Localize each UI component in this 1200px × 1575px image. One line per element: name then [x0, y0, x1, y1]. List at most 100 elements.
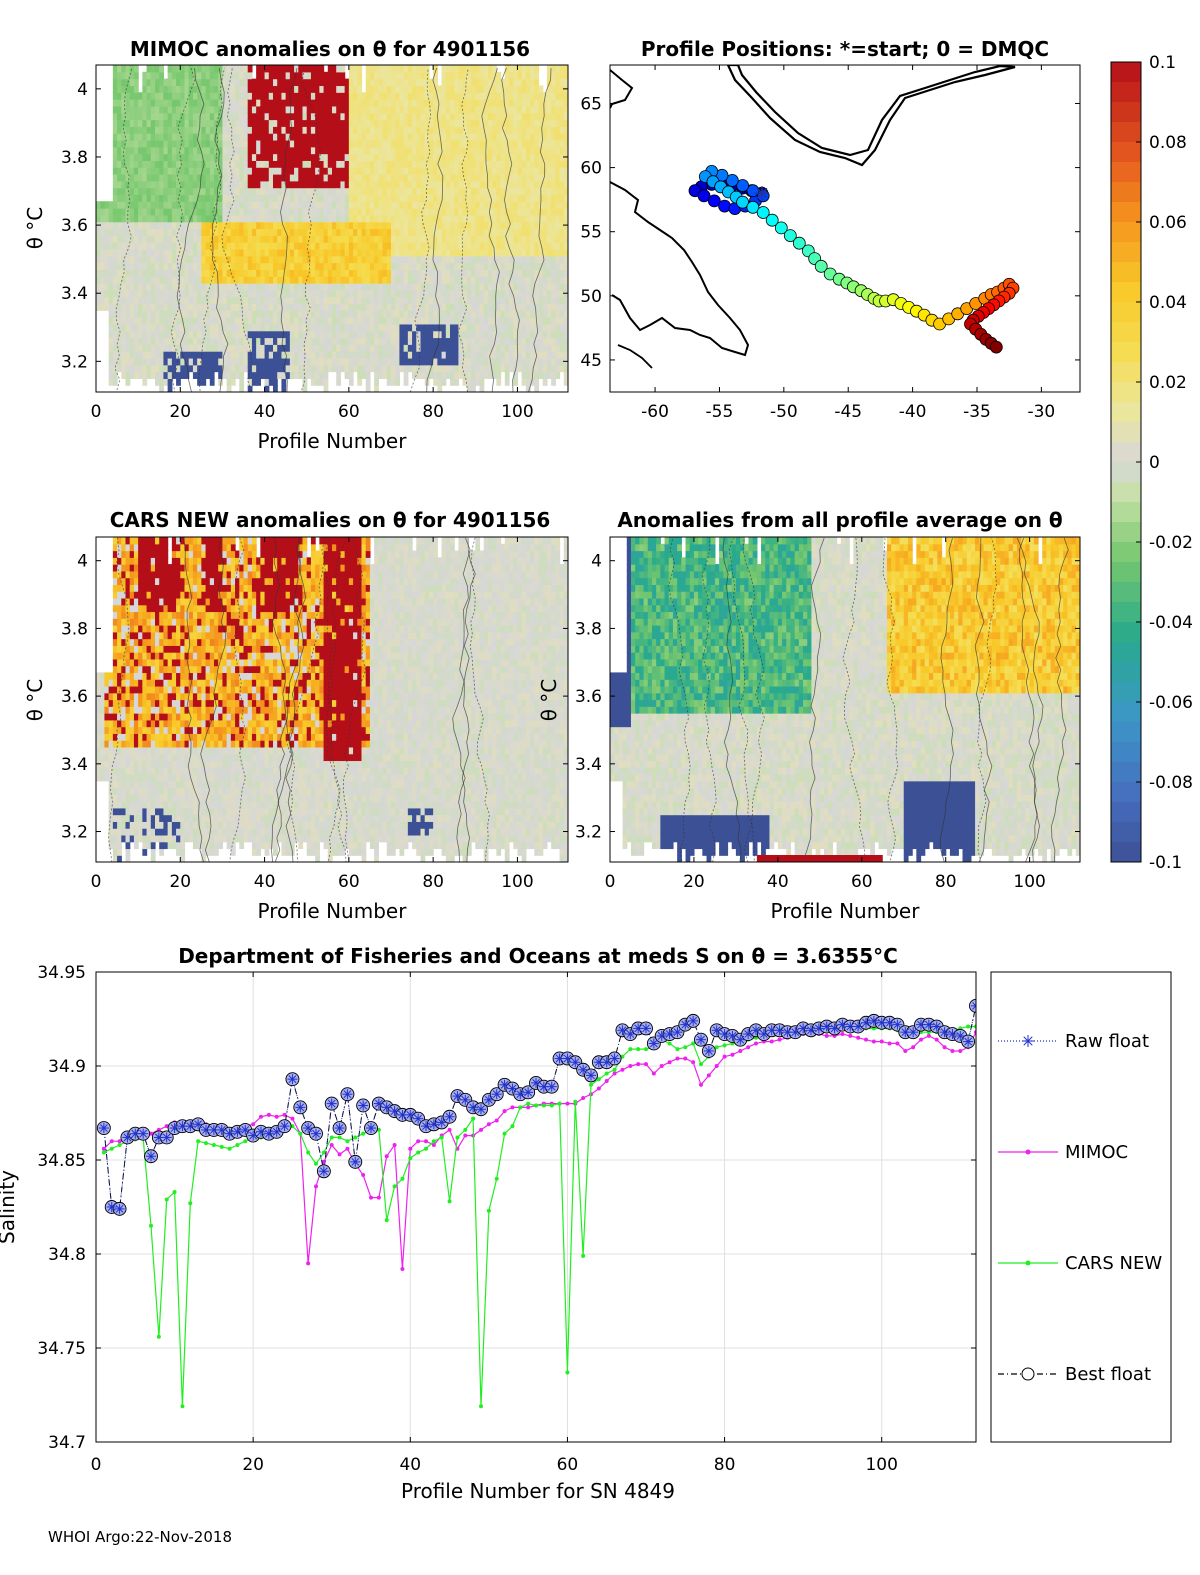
heat-cell [251, 180, 257, 189]
heat-cell [450, 139, 455, 148]
heat-cell [357, 242, 363, 250]
heat-cell [357, 92, 363, 100]
heat-cell [450, 296, 455, 305]
heat-cell [268, 160, 274, 168]
heat-cell [538, 180, 544, 189]
heat-cell [201, 167, 207, 175]
heat-cell [555, 337, 561, 345]
heat-cell [129, 262, 135, 270]
heat-cell [251, 221, 257, 230]
heat-cell [163, 214, 169, 223]
heat-cell [483, 214, 489, 223]
heat-cell [167, 283, 173, 291]
heat-cell [226, 180, 232, 189]
heat-cell [289, 180, 295, 189]
heat-cell [530, 337, 535, 345]
heat-cell [555, 146, 561, 155]
heat-cell [298, 174, 304, 182]
heat-cell [133, 371, 139, 379]
heat-cell [412, 146, 417, 155]
heat-cell [327, 146, 333, 155]
heat-cell [374, 248, 379, 257]
heat-cell [159, 317, 165, 325]
heat-cell [479, 262, 485, 270]
heat-cell [513, 221, 519, 230]
heat-cell [302, 248, 308, 257]
heat-cell [391, 71, 396, 80]
heat-cell [391, 310, 396, 318]
heat-cell [479, 221, 485, 230]
heat-cell [142, 323, 148, 332]
heat-cell [412, 160, 417, 168]
heat-cell [471, 126, 476, 134]
heat-cell [420, 283, 426, 291]
heat-cell [513, 371, 519, 379]
heat-cell [222, 289, 228, 298]
heat-cell [256, 160, 261, 168]
heat-cell [142, 214, 148, 223]
heat-cell [357, 174, 363, 182]
heat-cell [277, 296, 283, 305]
heat-cell [450, 351, 455, 359]
heat-cell [176, 174, 181, 182]
heat-cell [428, 167, 434, 175]
heat-cell [247, 160, 253, 168]
heat-cell [214, 180, 219, 189]
heat-cell [306, 262, 312, 270]
heat-cell [243, 357, 249, 366]
heat-cell [281, 78, 287, 87]
heat-cell [428, 180, 434, 189]
heat-cell [273, 160, 278, 168]
heat-cell [264, 126, 270, 134]
heat-cell [167, 337, 173, 345]
heat-cell [492, 112, 497, 121]
heat-cell [273, 146, 278, 155]
heat-cell [475, 92, 481, 100]
heat-cell [424, 310, 430, 318]
heat-cell [264, 385, 270, 392]
heat-cell [530, 167, 535, 175]
heat-cell [310, 303, 316, 311]
heat-cell [277, 283, 283, 291]
heat-cell [264, 283, 270, 291]
heat-cell [298, 119, 304, 127]
heat-cell [471, 262, 476, 270]
heat-cell [294, 180, 299, 189]
heat-cell [315, 146, 320, 155]
heat-cell [399, 65, 405, 73]
heat-cell [378, 310, 384, 318]
heat-cell [281, 92, 287, 100]
heat-cell [230, 228, 236, 236]
heat-cell [260, 160, 266, 168]
heat-cell [361, 133, 367, 141]
heat-cell [513, 289, 519, 298]
heat-cell [121, 323, 127, 332]
heat-cell [319, 344, 325, 352]
heat-cell [471, 78, 476, 87]
heat-cell [551, 330, 556, 339]
heat-cell [500, 112, 506, 121]
heat-cell [424, 337, 430, 345]
heat-cell [268, 378, 274, 386]
heat-cell [327, 112, 333, 121]
heat-cell [445, 248, 451, 257]
heat-cell [361, 228, 367, 236]
heat-cell [420, 201, 426, 209]
heat-cell [538, 160, 544, 168]
heat-cell [197, 221, 202, 230]
heat-cell [546, 146, 552, 155]
heat-cell [538, 248, 544, 257]
heat-cell [340, 330, 346, 339]
heat-cell [222, 330, 228, 339]
heat-cell [184, 214, 190, 223]
heat-cell [163, 344, 169, 352]
heat-cell [289, 242, 295, 250]
heat-cell [281, 317, 287, 325]
heat-cell [226, 78, 232, 87]
heat-cell [108, 201, 114, 209]
heat-cell [142, 160, 148, 168]
heat-cell [285, 235, 291, 243]
heat-cell [176, 92, 181, 100]
heat-cell [475, 119, 481, 127]
heat-cell [504, 85, 510, 93]
